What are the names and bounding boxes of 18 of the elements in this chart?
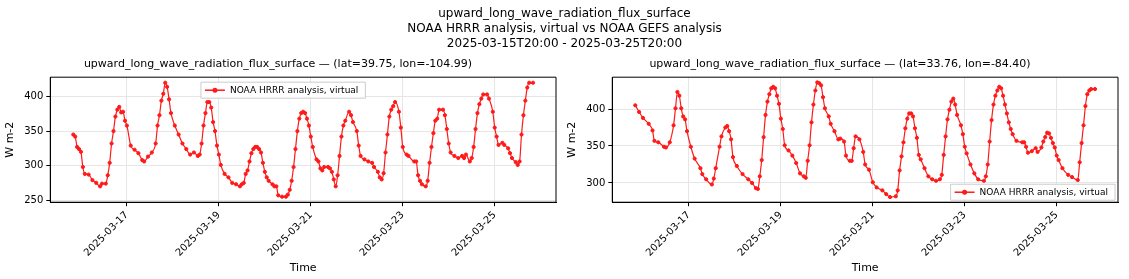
legend-label: NOAA HRRR analysis, virtual: [229, 84, 359, 95]
y-axis-title: W m-2: [3, 121, 17, 158]
y-tick-label: 300: [24, 159, 44, 171]
text: 2025-03-15T20:00 - 2025-03-25T20:00: [445, 36, 684, 51]
y-tick-label: 300: [586, 176, 606, 188]
y-tick-label: 350: [586, 139, 606, 151]
chart-title: upward_long_wave_radiation_flux_surface — (lat=33.76, lon=-84.40): [649, 57, 1031, 71]
text: NOAA HRRR analysis, virtual vs NOAA GEFS analysis: [406, 21, 723, 36]
legend-label: NOAA HRRR analysis, virtual: [979, 186, 1109, 197]
text: upward_long_wave_radiation_flux_surface: [437, 6, 692, 21]
chart-title: upward_long_wave_radiation_flux_surface — (lat=39.75, lon=-104.99): [83, 57, 473, 71]
x-axis-title: Time: [288, 261, 317, 275]
y-tick-label: 250: [24, 193, 44, 205]
y-tick-label: 400: [586, 102, 606, 114]
y-tick-label: 350: [24, 124, 44, 136]
x-axis-title: Time: [850, 261, 879, 275]
y-tick-label: 400: [24, 90, 44, 102]
y-axis-title: W m-2: [565, 121, 579, 158]
